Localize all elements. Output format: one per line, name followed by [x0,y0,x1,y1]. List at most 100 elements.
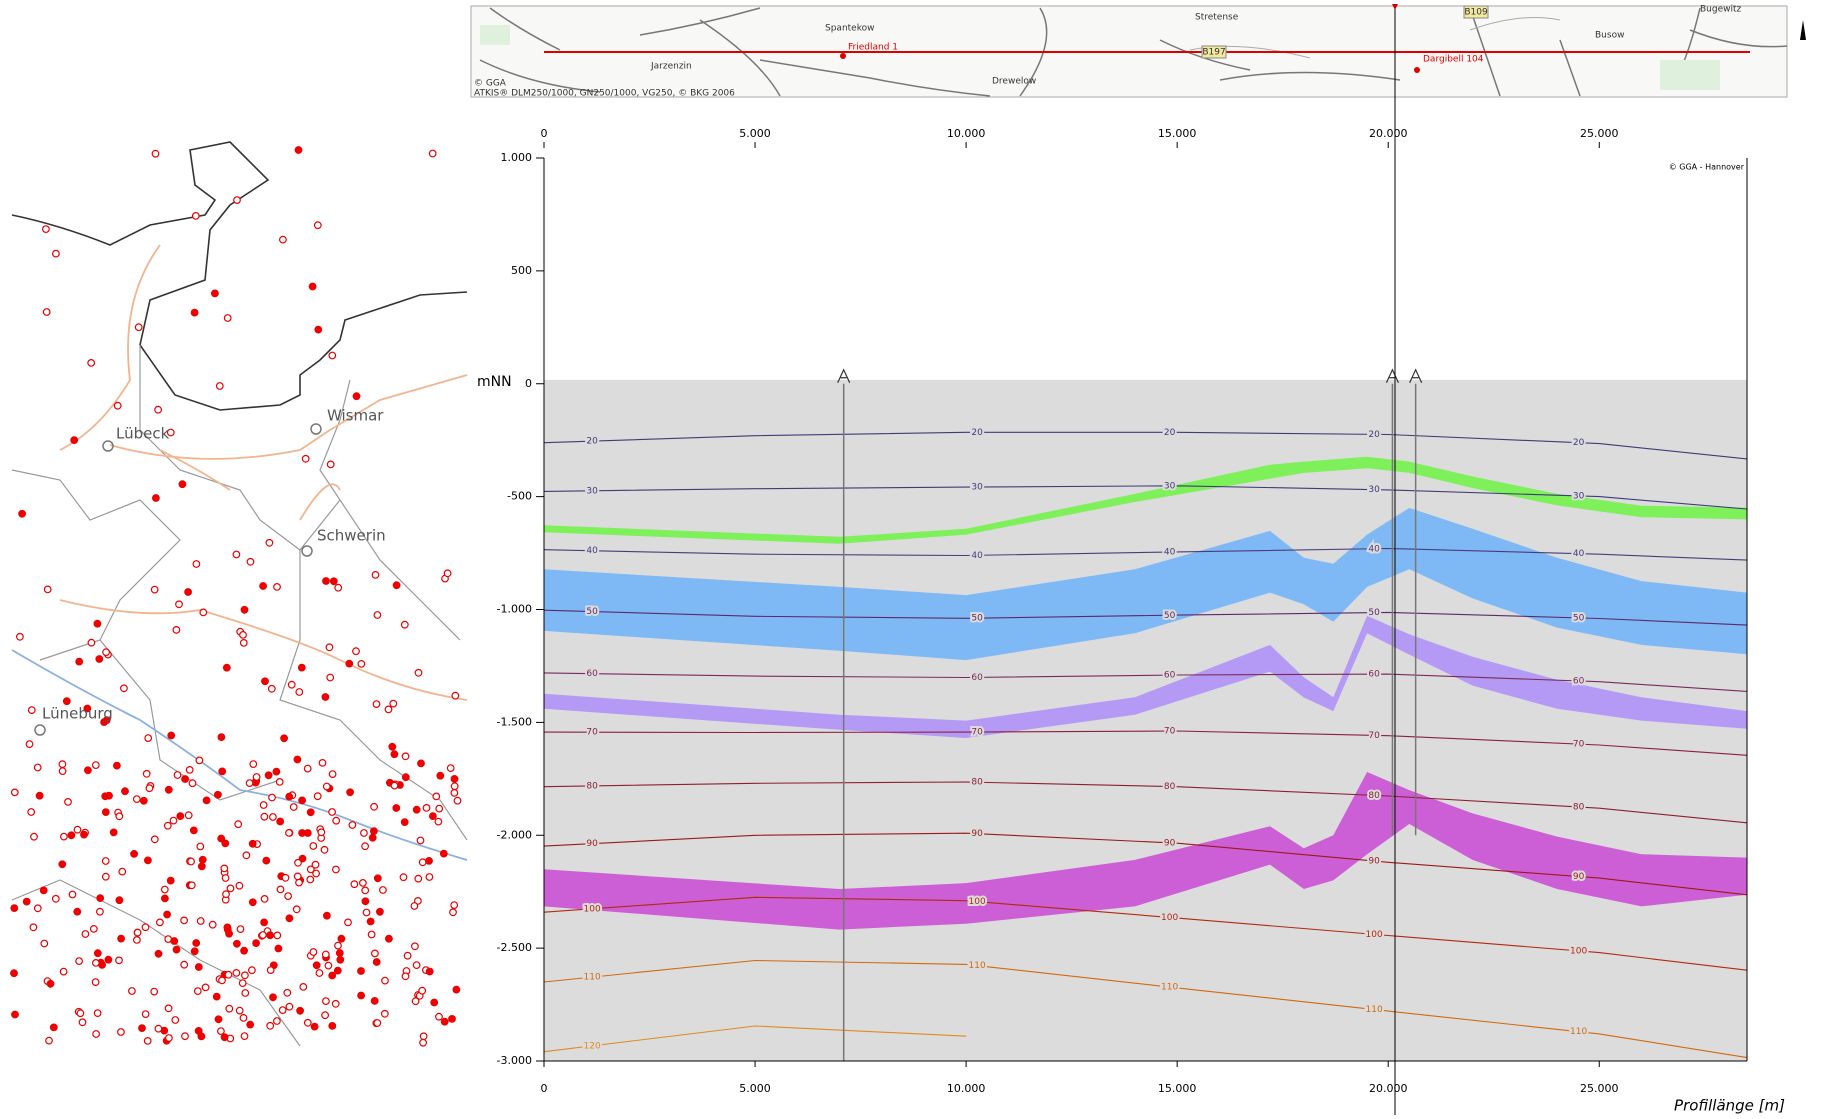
layer [544,456,1747,544]
map-dot [226,884,235,893]
map-dot [116,1028,125,1036]
isotherm-label: 70 [1164,727,1176,737]
map-dot [360,829,368,837]
map-dot [132,936,141,944]
map-dot [336,955,345,964]
map-dot [224,970,233,979]
map-dot [266,931,275,940]
map-dot [240,946,249,955]
map-dot [294,146,303,154]
road-sign [1201,45,1227,59]
map-dot [197,862,206,871]
map-dot [121,787,129,796]
map-dot [252,773,261,781]
map-dot [22,897,31,906]
map-dot [303,1018,312,1027]
map-dot [225,1004,234,1013]
map-copyright: © GGA [474,79,507,89]
map-dot [58,860,67,869]
map-dot [370,802,379,811]
map-dot [267,684,276,693]
well-dot [1414,67,1420,73]
map-dot [101,872,110,881]
map-dot [311,860,320,869]
map-dot [436,771,445,780]
map-dot [392,581,401,590]
map-dot [160,894,169,903]
map-dot [217,834,226,843]
map-dot [154,949,163,958]
map-dot [298,796,307,805]
map-dot [259,931,267,939]
map-dot [450,782,459,791]
map-dot [192,560,201,568]
map-dot [169,816,178,825]
place-label: Stretense [1195,13,1239,23]
isotherm-label: 60 [971,673,983,683]
map-dot [166,428,175,437]
city-label: Lüneburg [42,705,113,723]
map-dot [33,763,42,772]
map-dot [239,1014,248,1022]
map-dot [27,808,36,816]
map-dot [95,907,104,916]
map-dot [167,731,176,740]
city-label: Schwerin [317,527,386,545]
map-dot [150,987,159,996]
map-dot [150,835,159,844]
map-dot [216,1027,225,1035]
map-dot [221,874,230,882]
map-dot [46,979,55,988]
map-dot [412,961,421,969]
map-dot [75,957,83,965]
map-dot [373,874,382,883]
river [11,649,468,861]
map-dot [194,963,203,971]
map-dot [214,1015,223,1024]
isotherm-label: 60 [586,669,598,679]
map-dot [76,1009,85,1018]
map-dot [314,325,323,334]
map-dot [248,898,257,907]
map-dot [35,791,44,800]
map-dot [213,790,222,799]
map-dot [414,897,422,905]
map-dot [196,842,205,851]
map-dot [266,1021,275,1030]
isotherm-label: 60 [1368,670,1380,680]
map-dot [196,917,205,925]
map-dot [448,1015,456,1023]
map-dot [265,538,274,547]
x-tick-label-top: 0 [541,127,548,140]
y-tick-label: -500 [507,490,532,503]
map-dot [259,582,268,590]
map-dot [379,886,387,894]
y-axis-label: mNN [477,374,512,390]
well-label: Dargibell 104 [1423,55,1484,65]
map-dot [51,894,60,903]
map-dot [215,382,224,390]
well-dots [10,146,462,1047]
map-dot [284,892,293,900]
isotherm-label: 70 [971,728,983,738]
map-dot [172,945,181,954]
road-sign [1463,5,1489,19]
x-tick-label-top: 5.000 [739,127,771,140]
city-label: Lübeck [116,425,170,443]
map-dot [285,1002,294,1011]
map-dot [245,779,254,787]
map-dot [335,949,344,957]
map-dot [133,928,142,937]
map-dot [328,351,337,360]
cursor-marker [1392,4,1398,10]
isotherm-label: 70 [1573,740,1585,750]
isotherm-label: 40 [1368,544,1380,554]
map-dot [283,988,292,997]
map-dot [171,1016,180,1024]
map-dot [64,798,72,806]
coastline [11,141,468,411]
map-dot [109,828,118,837]
map-dot [411,997,420,1006]
map-dot [352,392,361,401]
